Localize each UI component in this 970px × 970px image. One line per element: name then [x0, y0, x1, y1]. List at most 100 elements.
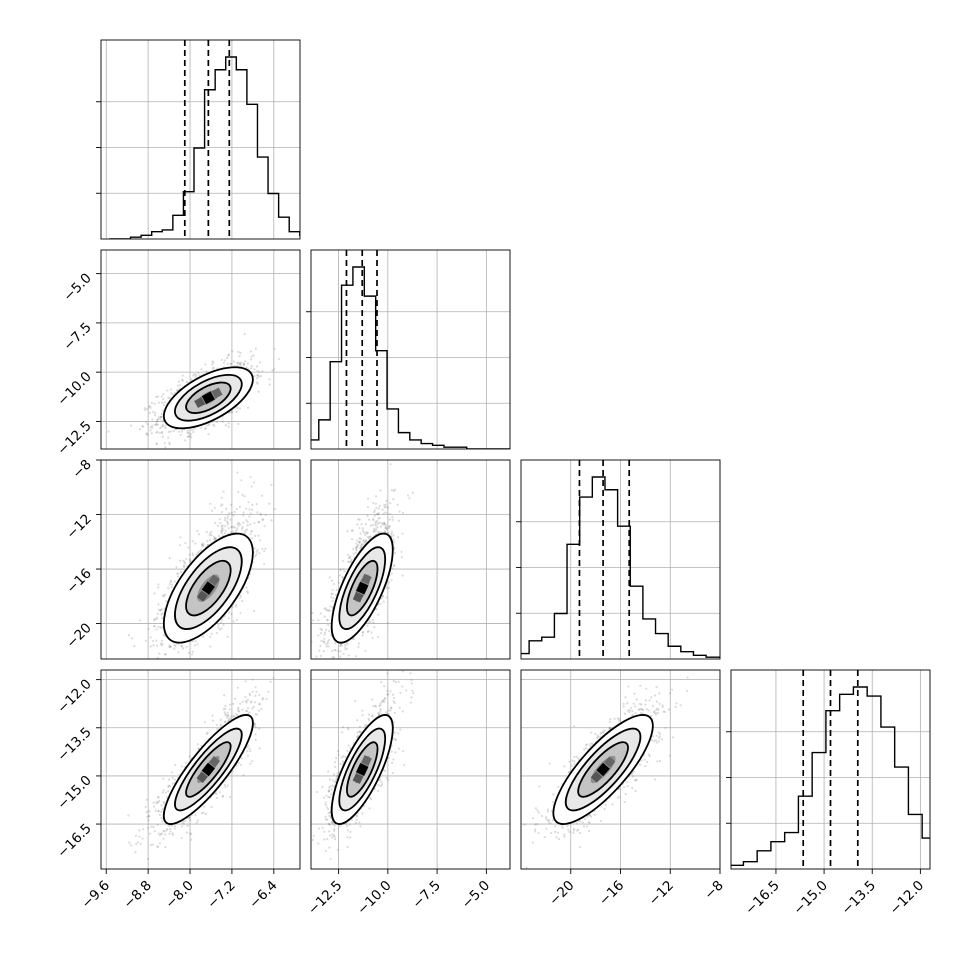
scatter-point	[250, 529, 253, 533]
scatter-point	[349, 555, 352, 558]
scatter-point	[236, 686, 239, 689]
scatter-point	[331, 656, 334, 659]
scatter-point	[179, 536, 182, 539]
scatter-point	[192, 374, 195, 377]
scatter-point	[164, 446, 167, 449]
scatter-point	[208, 532, 212, 535]
scatter-point	[367, 518, 371, 521]
scatter-point	[167, 784, 170, 787]
scatter-point	[157, 417, 160, 421]
scatter-point	[227, 425, 230, 428]
contour-line-3	[162, 366, 254, 430]
scatter-point	[167, 587, 170, 590]
scatter-point	[239, 612, 242, 615]
scatter-point	[168, 832, 171, 835]
scatter-point	[230, 613, 233, 616]
scatter-point	[208, 635, 212, 639]
scatter-point	[184, 542, 187, 545]
scatter-point	[320, 639, 323, 643]
scatter-point	[342, 652, 345, 656]
scatter-point	[240, 479, 243, 482]
scatter-point	[155, 431, 158, 434]
scatter-point	[226, 362, 229, 365]
scatter-point	[363, 541, 366, 544]
scatter-point	[341, 576, 344, 579]
scatter-point	[230, 410, 233, 413]
scatter-point	[392, 563, 395, 567]
scatter-point	[331, 588, 334, 592]
scatter-point	[156, 430, 159, 433]
scatter-point	[359, 537, 362, 540]
scatter-point	[380, 597, 383, 600]
scatter-point	[238, 362, 241, 365]
contour-line-2	[174, 546, 243, 630]
scatter-point	[257, 390, 260, 393]
scatter-point	[257, 520, 261, 524]
scatter-point	[237, 490, 240, 494]
contour-line-1	[185, 381, 232, 414]
scatter-point	[179, 384, 182, 387]
scatter-point	[229, 362, 232, 365]
scatter-point	[378, 516, 381, 520]
scatter-point	[268, 502, 271, 505]
scatter-point	[162, 397, 165, 401]
scatter-point	[187, 546, 190, 549]
scatter-point	[167, 430, 170, 433]
scatter-point	[251, 503, 254, 506]
scatter-point	[342, 568, 345, 571]
scatter-point	[170, 583, 174, 586]
scatter-point	[340, 644, 343, 647]
scatter-point	[224, 721, 227, 724]
contour-line-3	[330, 532, 394, 644]
scatter-point	[232, 514, 235, 517]
scatter-point	[324, 607, 328, 610]
scatter-point	[371, 618, 374, 622]
scatter-point	[163, 802, 166, 805]
scatter-point	[163, 401, 166, 404]
scatter-point	[255, 690, 258, 693]
scatter-point	[373, 510, 376, 514]
scatter-point	[194, 376, 197, 379]
scatter-point	[164, 846, 167, 849]
scatter-point	[162, 801, 165, 804]
panel-background	[311, 250, 510, 449]
panel-background	[101, 40, 300, 239]
scatter-point	[189, 559, 192, 562]
scatter-point	[323, 633, 326, 636]
scatter-point	[159, 609, 163, 612]
scatter-point	[406, 494, 410, 497]
scatter-point	[156, 612, 159, 616]
scatter-point	[238, 407, 242, 410]
scatter-point	[155, 442, 158, 445]
scatter-point	[158, 813, 161, 816]
scatter-point	[277, 357, 280, 361]
scatter-point	[198, 550, 201, 553]
scatter-point	[205, 530, 208, 534]
scatter-point	[401, 574, 404, 577]
scatter-point	[168, 645, 171, 648]
scatter-point	[322, 650, 325, 653]
scatter-point	[369, 524, 372, 527]
density-cell	[361, 573, 372, 585]
scatter-point	[232, 360, 236, 363]
scatter-point	[375, 528, 378, 531]
scatter-point	[382, 512, 385, 515]
scatter-point	[181, 374, 184, 377]
scatter-point	[243, 332, 246, 336]
scatter-point	[197, 551, 200, 554]
scatter-point	[334, 649, 337, 652]
scatter-point	[229, 518, 232, 521]
histogram-panel-3	[726, 669, 931, 870]
density-peak	[201, 581, 215, 595]
scatter-point	[223, 518, 227, 522]
scatter-point	[361, 527, 364, 530]
scatter-point	[228, 512, 231, 515]
scatter-point	[344, 645, 347, 649]
scatter-point	[318, 649, 321, 652]
scatter-point	[360, 543, 363, 546]
scatter-point	[385, 527, 388, 531]
scatter-point	[182, 564, 186, 568]
scatter-point	[167, 396, 170, 399]
scatter-point	[239, 523, 242, 526]
scatter-point	[148, 405, 152, 408]
